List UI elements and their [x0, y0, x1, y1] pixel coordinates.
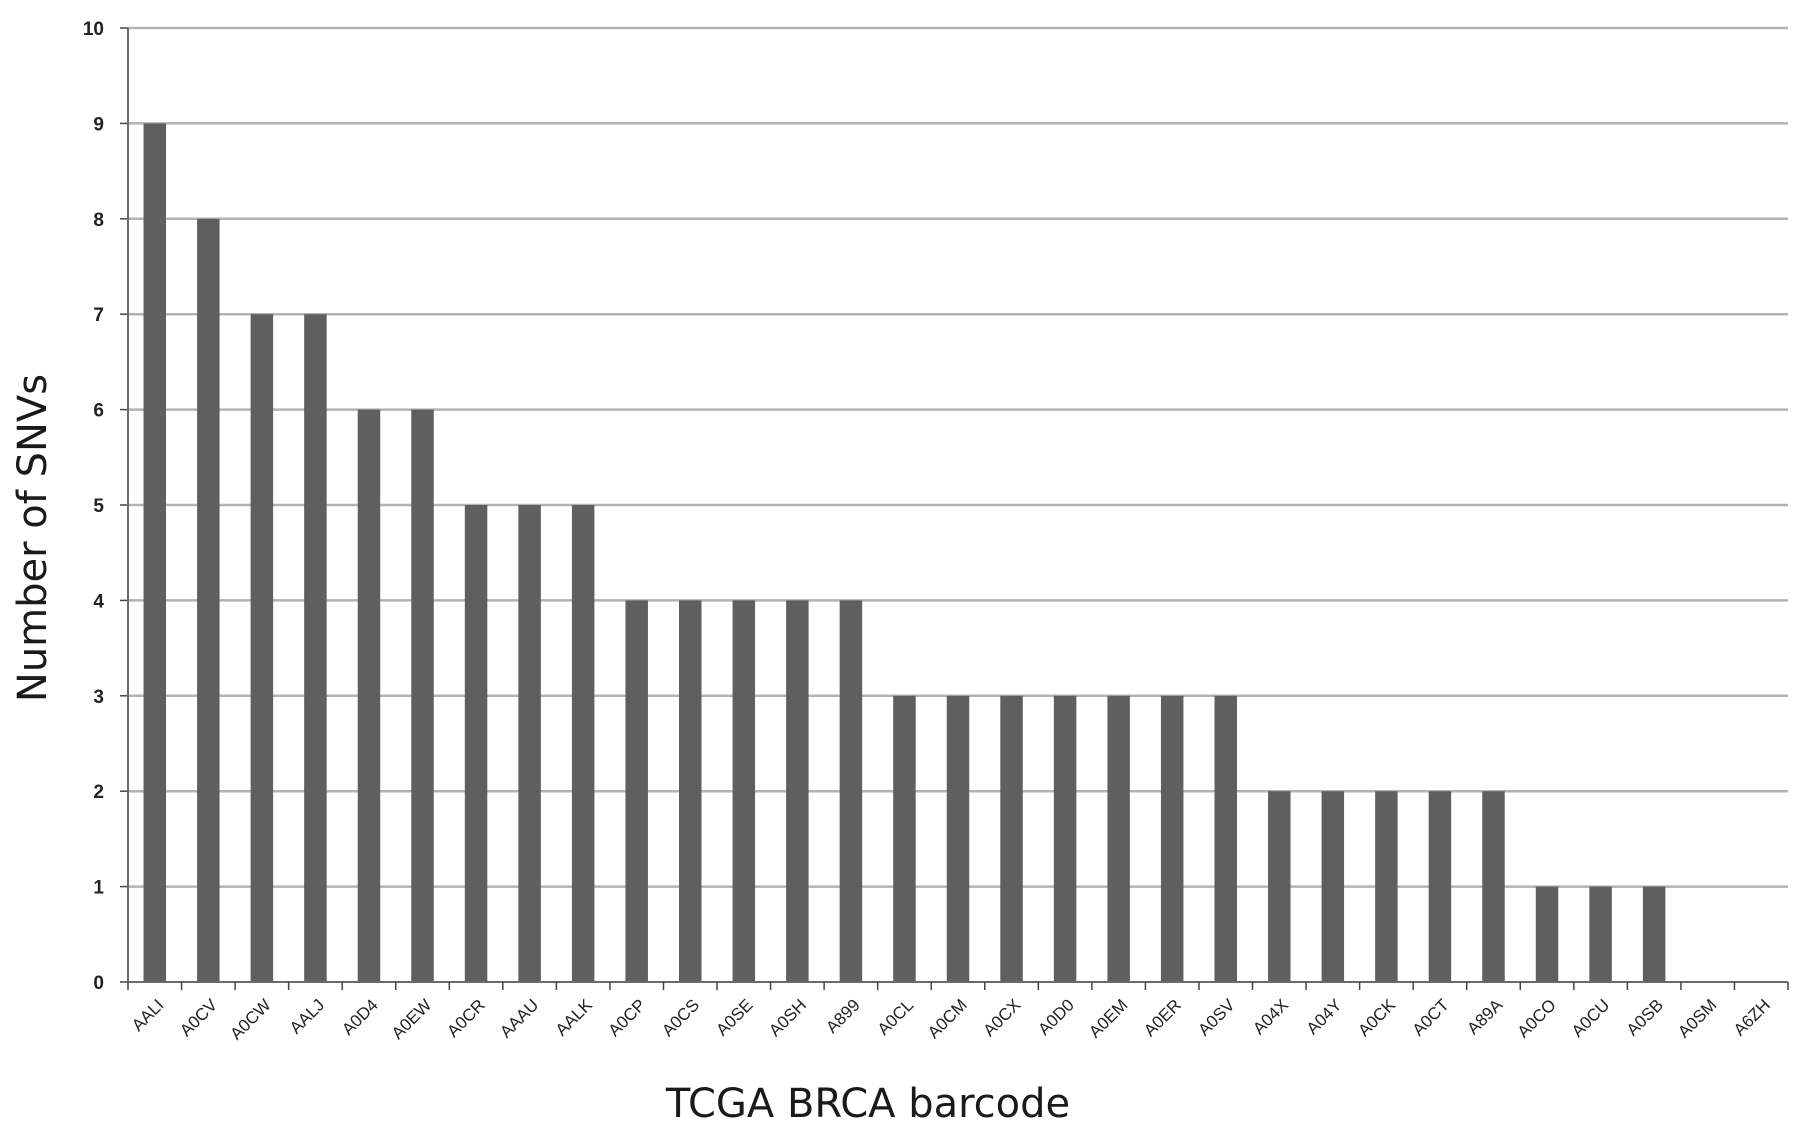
- x-tick-label-A0SB: A0SB: [1623, 995, 1667, 1039]
- x-tick-label-A0SH: A0SH: [765, 995, 810, 1040]
- x-tick-label-AALK: AALK: [552, 995, 597, 1040]
- bar-A04X: [1268, 791, 1291, 982]
- bar-A0SE: [732, 600, 756, 982]
- x-tick-label-A0D4: A0D4: [338, 995, 382, 1039]
- x-tick-label-A0EM: A0EM: [1085, 995, 1131, 1041]
- bar-A0CR: [464, 505, 488, 982]
- bars: [143, 123, 1666, 983]
- x-tick-label-A899: A899: [822, 995, 864, 1037]
- bar-A0CV: [197, 218, 220, 983]
- bar-A0SB: [1642, 886, 1666, 982]
- gridlines: [128, 26, 1788, 888]
- bar-A0EW: [411, 409, 434, 983]
- bar-A0CX: [1000, 695, 1023, 982]
- bar-AAAU: [518, 505, 541, 982]
- y-tick-label-4: 4: [93, 591, 104, 612]
- bar-A0EM: [1107, 695, 1130, 982]
- y-tick-labels: 0 1 2 3 4 5 6 7 8 9 10: [83, 19, 105, 994]
- x-tick-labels: AALI A0CV A0CW AALJ A0D4 A0EW A0CR AAAU AALK A0CP…: [128, 995, 1774, 1044]
- x-tick-label-A0ER: A0ER: [1140, 995, 1185, 1040]
- x-tick-label-A0CW: A0CW: [227, 995, 275, 1043]
- x-tick-label-A0CT: A0CT: [1409, 995, 1453, 1039]
- x-tick-label-A0CX: A0CX: [980, 995, 1025, 1040]
- x-tick-label-A0SV: A0SV: [1194, 995, 1239, 1040]
- x-tick-label-A0D0: A0D0: [1034, 995, 1078, 1039]
- bar-A89A: [1482, 791, 1505, 982]
- bar-A0CM: [946, 695, 970, 982]
- bar-AALI: [143, 123, 167, 982]
- y-axis-title: Number of SNVs: [10, 374, 56, 702]
- y-tick-label-9: 9: [93, 114, 104, 135]
- bar-A0CS: [679, 600, 702, 982]
- bar-A0CL: [893, 695, 916, 982]
- x-tick-label-A04Y: A04Y: [1303, 995, 1346, 1038]
- x-tick-label-A0CK: A0CK: [1354, 995, 1399, 1040]
- x-tick-label-AALI: AALI: [128, 995, 167, 1034]
- x-tick-label-A0CU: A0CU: [1568, 995, 1614, 1041]
- bar-A0SH: [786, 600, 809, 982]
- y-tick-label-6: 6: [93, 401, 104, 422]
- x-tick-label-A6ZH: A6ZH: [1730, 995, 1774, 1039]
- bar-AALJ: [304, 314, 327, 982]
- x-tick-label-A0SE: A0SE: [712, 995, 756, 1039]
- x-tick-label-A04X: A04X: [1249, 995, 1292, 1038]
- x-tick-label-A89A: A89A: [1463, 995, 1506, 1038]
- bar-A0ER: [1160, 695, 1184, 982]
- bar-A0CT: [1428, 791, 1452, 982]
- x-tick-label-A0CM: A0CM: [924, 995, 971, 1042]
- y-tick-label-7: 7: [93, 305, 104, 326]
- bar-A04Y: [1321, 791, 1345, 982]
- bar-A0CO: [1535, 886, 1559, 982]
- x-axis-title: TCGA BRCA barcode: [665, 1081, 1070, 1127]
- x-tick-label-AAAU: AAAU: [496, 995, 542, 1041]
- bar-A0SV: [1214, 695, 1237, 982]
- bar-A0CP: [625, 600, 648, 982]
- bar-A0D4: [357, 409, 381, 983]
- x-tick-label-A0CL: A0CL: [874, 995, 918, 1039]
- x-tick-label-A0CO: A0CO: [1514, 995, 1560, 1041]
- bar-AALK: [571, 505, 595, 982]
- bar-A0CW: [250, 314, 274, 982]
- bar-A0CK: [1375, 791, 1398, 982]
- x-tick-label-A0CP: A0CP: [605, 995, 650, 1040]
- y-tick-label-0: 0: [93, 973, 104, 994]
- y-tick-label-10: 10: [83, 19, 104, 40]
- bar-A0D0: [1053, 695, 1077, 982]
- x-tick-label-A0CV: A0CV: [176, 995, 221, 1040]
- bar-A0CU: [1589, 886, 1612, 982]
- y-tick-label-5: 5: [93, 496, 104, 517]
- y-tick-label-2: 2: [93, 782, 104, 803]
- y-tick-label-1: 1: [93, 878, 104, 899]
- x-tick-label-A0CS: A0CS: [658, 995, 703, 1040]
- axes: [120, 27, 1789, 990]
- x-tick-label-A0EW: A0EW: [388, 995, 436, 1043]
- y-tick-label-8: 8: [93, 210, 104, 231]
- x-tick-label-AALJ: AALJ: [286, 995, 328, 1037]
- x-tick-label-A0CR: A0CR: [443, 995, 489, 1041]
- bar-A899: [839, 600, 863, 982]
- x-tick-label-A0SM: A0SM: [1674, 995, 1720, 1041]
- y-tick-label-3: 3: [93, 687, 104, 708]
